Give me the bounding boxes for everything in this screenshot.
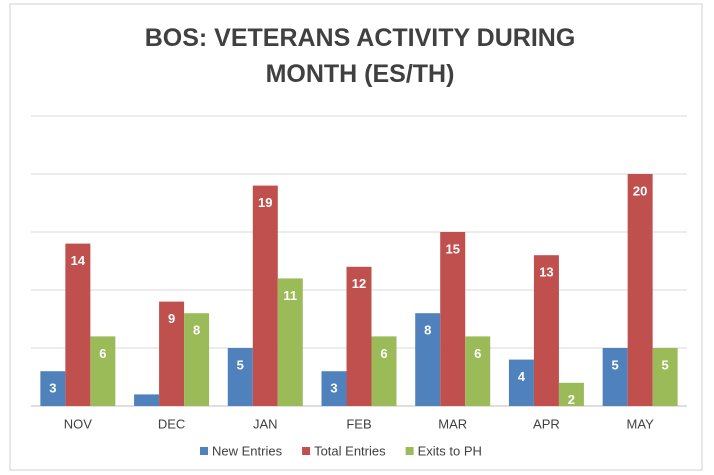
bar [321, 371, 347, 406]
data-label: 5 [612, 357, 619, 372]
bar [134, 394, 160, 406]
bar [346, 266, 372, 406]
data-label: 6 [380, 346, 387, 361]
data-label: 15 [445, 241, 459, 256]
data-label: 20 [633, 183, 647, 198]
x-tick-label: FEB [346, 416, 371, 431]
x-tick-label: MAR [438, 416, 467, 431]
data-label: 2 [568, 392, 575, 407]
bar [159, 301, 185, 406]
bar [558, 382, 584, 406]
bar [90, 336, 116, 406]
data-label: 5 [237, 357, 244, 372]
bar [40, 371, 66, 406]
bar [533, 255, 559, 406]
bar [415, 313, 441, 406]
data-label: 12 [352, 276, 366, 291]
x-tick-label: NOV [64, 416, 93, 431]
bar [465, 336, 491, 406]
data-label: 13 [539, 265, 553, 280]
bar [440, 232, 466, 406]
bar [627, 174, 653, 406]
data-label: 9 [168, 311, 175, 326]
data-label: 3 [330, 381, 337, 396]
legend-label: New Entries [212, 443, 283, 458]
legend-swatch [200, 447, 208, 455]
data-label: 14 [71, 253, 86, 268]
x-tick-label: DEC [158, 416, 185, 431]
bar [277, 278, 303, 406]
legend-swatch [405, 447, 414, 455]
chart-title: BOS: VETERANS ACTIVITY DURING MONTH (ES/… [144, 24, 576, 88]
bar [65, 243, 91, 406]
legend-label: Total Entries [314, 443, 386, 458]
data-label: 6 [99, 346, 106, 361]
data-label: 8 [424, 323, 431, 338]
bar [602, 348, 628, 406]
bar [371, 336, 397, 406]
data-label: 19 [258, 195, 272, 210]
bar [227, 348, 253, 406]
data-label: 8 [193, 323, 200, 338]
bar [252, 185, 278, 406]
data-label: 3 [49, 381, 56, 396]
bar [184, 313, 210, 406]
data-label: 4 [518, 369, 526, 384]
x-tick-label: APR [533, 416, 560, 431]
legend-swatch [302, 447, 311, 455]
data-label: 6 [474, 346, 481, 361]
legend-label: Exits to PH [418, 443, 482, 458]
bar [652, 348, 678, 406]
x-tick-label: MAY [627, 416, 655, 431]
bar [508, 359, 534, 406]
data-label: 5 [662, 357, 669, 372]
x-tick-label: JAN [253, 416, 278, 431]
data-label: 11 [283, 288, 297, 303]
